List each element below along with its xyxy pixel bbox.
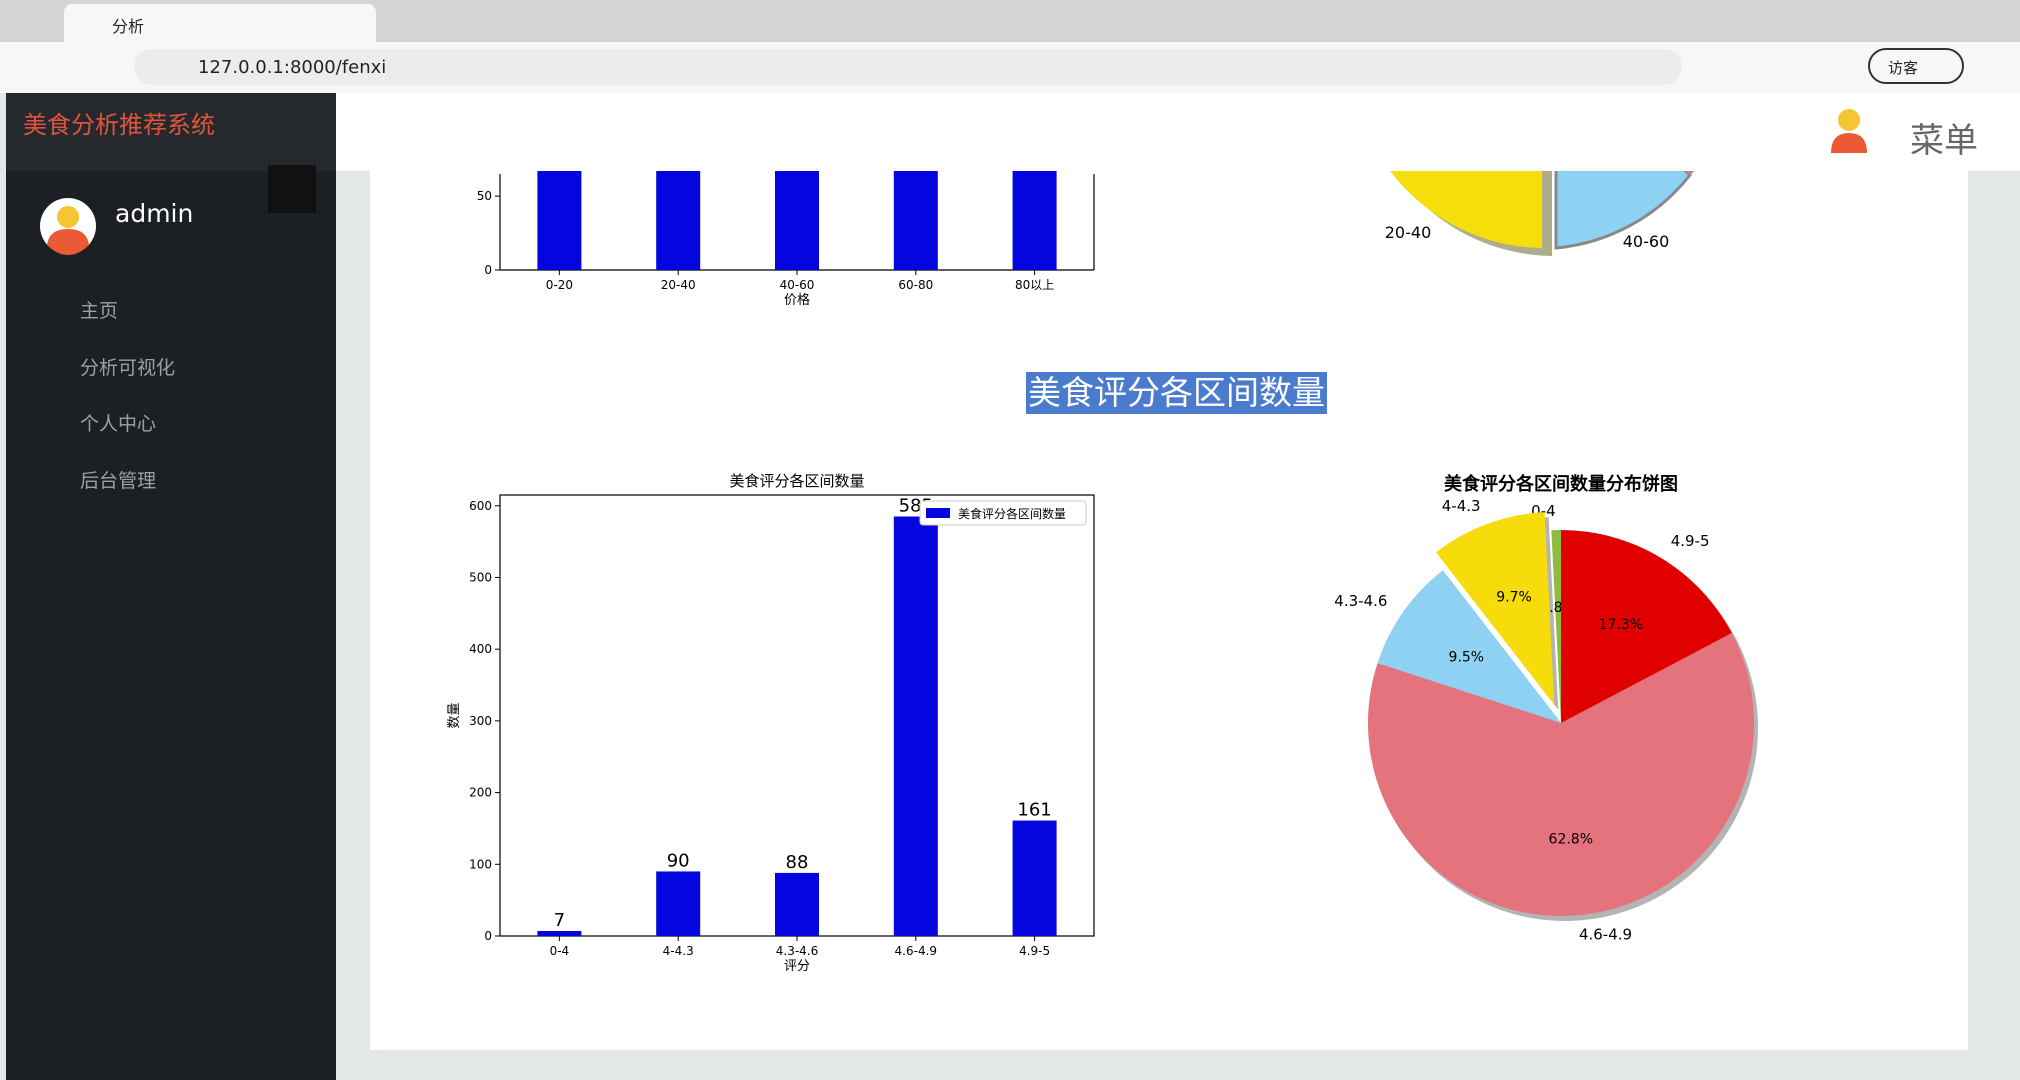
top-pie (1390, 171, 1695, 256)
menu-label[interactable]: 菜单 (1910, 121, 1978, 161)
y-tick-label: 0 (484, 929, 492, 943)
bar-clipped (775, 171, 819, 270)
clipped-chart (499, 171, 1095, 271)
pie-slice (1685, 171, 1695, 175)
username: admin (115, 199, 194, 228)
y-tick-label: 600 (469, 499, 492, 513)
pie-label: 4-4.3 (1442, 497, 1481, 515)
menu-item[interactable]: 后台管理 (80, 470, 157, 492)
toggle[interactable] (268, 165, 316, 213)
x-tick-label: 0-4 (550, 944, 570, 958)
avatar (40, 198, 96, 255)
bar (537, 930, 582, 936)
legend-swatch (926, 508, 950, 518)
x-tick-label: 4.6-4.9 (895, 944, 938, 958)
bar-clipped (893, 171, 938, 270)
legend-label: 美食评分各区间数量 (958, 506, 1066, 521)
x-tick-label: 4-4.3 (663, 944, 694, 958)
tab-title: 分析 (112, 17, 145, 36)
pie-slice (1390, 171, 1542, 248)
sidebar: 美食分析推荐系统 admin 主页 分析可视化 个人中心 后台管理 (6, 93, 336, 1080)
x-tick-label: 4.3-4.6 (776, 944, 819, 958)
bar (656, 871, 701, 936)
y-axis-label: 数量 (447, 702, 462, 728)
pie-percent: 9.7% (1496, 589, 1532, 605)
pie-label: 20-40 (1385, 223, 1432, 242)
legend-box (919, 500, 1087, 526)
y-tick-label: 400 (469, 642, 492, 656)
y-tick-label: 100 (469, 857, 492, 871)
menu-item[interactable]: 分析可视化 (80, 357, 176, 379)
value-label: 161 (1017, 800, 1051, 821)
pie-percent: 17.3% (1599, 617, 1643, 633)
pie-label: 4.9-5 (1671, 532, 1710, 550)
value-label: 7 (554, 910, 565, 931)
pie-slice (1561, 530, 1732, 723)
pie-slice (1436, 512, 1555, 705)
pie-percent: 9.5% (1449, 649, 1485, 665)
y-tick-label: 50 (477, 189, 492, 203)
top-header: 菜单 (336, 93, 2020, 171)
y-tick-label: 500 (469, 570, 492, 584)
bar (893, 516, 938, 936)
url: 127.0.0.1:8000/fenxi (198, 57, 387, 78)
chart-title: 美食评分各区间数量分布饼图 (1444, 473, 1678, 495)
bar-clipped (1012, 171, 1057, 270)
x-tick-label: 60-80 (898, 278, 933, 292)
bar-clipped (537, 171, 582, 270)
user-icon (1831, 109, 1867, 153)
tab[interactable]: 分析 (64, 4, 376, 42)
profile-label: 访客 (1888, 59, 1919, 77)
pie-label: 4.3-4.6 (1334, 592, 1387, 610)
pie-label: 4.6-4.9 (1579, 926, 1632, 944)
x-tick-label: 4.9-5 (1019, 944, 1050, 958)
x-axis-label: 评分 (784, 959, 810, 974)
menu-item[interactable]: 主页 (80, 300, 119, 322)
menu-item[interactable]: 个人中心 (80, 413, 157, 435)
pie-slice (1368, 633, 1755, 916)
pie-percent: 62.8% (1549, 831, 1593, 847)
chart-title: 美食评分各区间数量 (729, 472, 864, 490)
address-bar: 127.0.0.1:8000/fenxi 访客 (0, 42, 2020, 93)
y-tick-label: 200 (469, 786, 492, 800)
y-tick-label: 300 (469, 714, 492, 728)
pie-slice (1377, 570, 1561, 723)
content-panel (370, 93, 1968, 1050)
profile-button[interactable]: 访客 (1868, 48, 1964, 84)
pie-slice (1554, 171, 1693, 250)
x-tick-label: 0-20 (546, 278, 573, 292)
x-axis-label: 价格 (784, 292, 810, 308)
x-tick-label: 40-60 (780, 278, 815, 292)
bar (775, 872, 819, 936)
tab-bar: 分析 (0, 0, 2020, 42)
pie-slice (1551, 530, 1561, 723)
bar (1012, 820, 1057, 936)
brand-bar: 美食分析推荐系统 (6, 93, 336, 171)
url-field[interactable]: 127.0.0.1:8000/fenxi (134, 49, 1682, 85)
brand[interactable]: 美食分析推荐系统 (23, 111, 215, 139)
x-tick-label: 80以上 (1015, 278, 1054, 292)
x-tick-label: 20-40 (661, 278, 696, 292)
bar-clipped (656, 171, 701, 270)
section-heading: 美食评分各区间数量 (1026, 372, 1327, 414)
value-label: 90 (667, 850, 690, 871)
value-label: 88 (786, 852, 809, 873)
pie-label: 40-60 (1623, 232, 1670, 251)
y-tick-label: 0 (484, 263, 492, 277)
